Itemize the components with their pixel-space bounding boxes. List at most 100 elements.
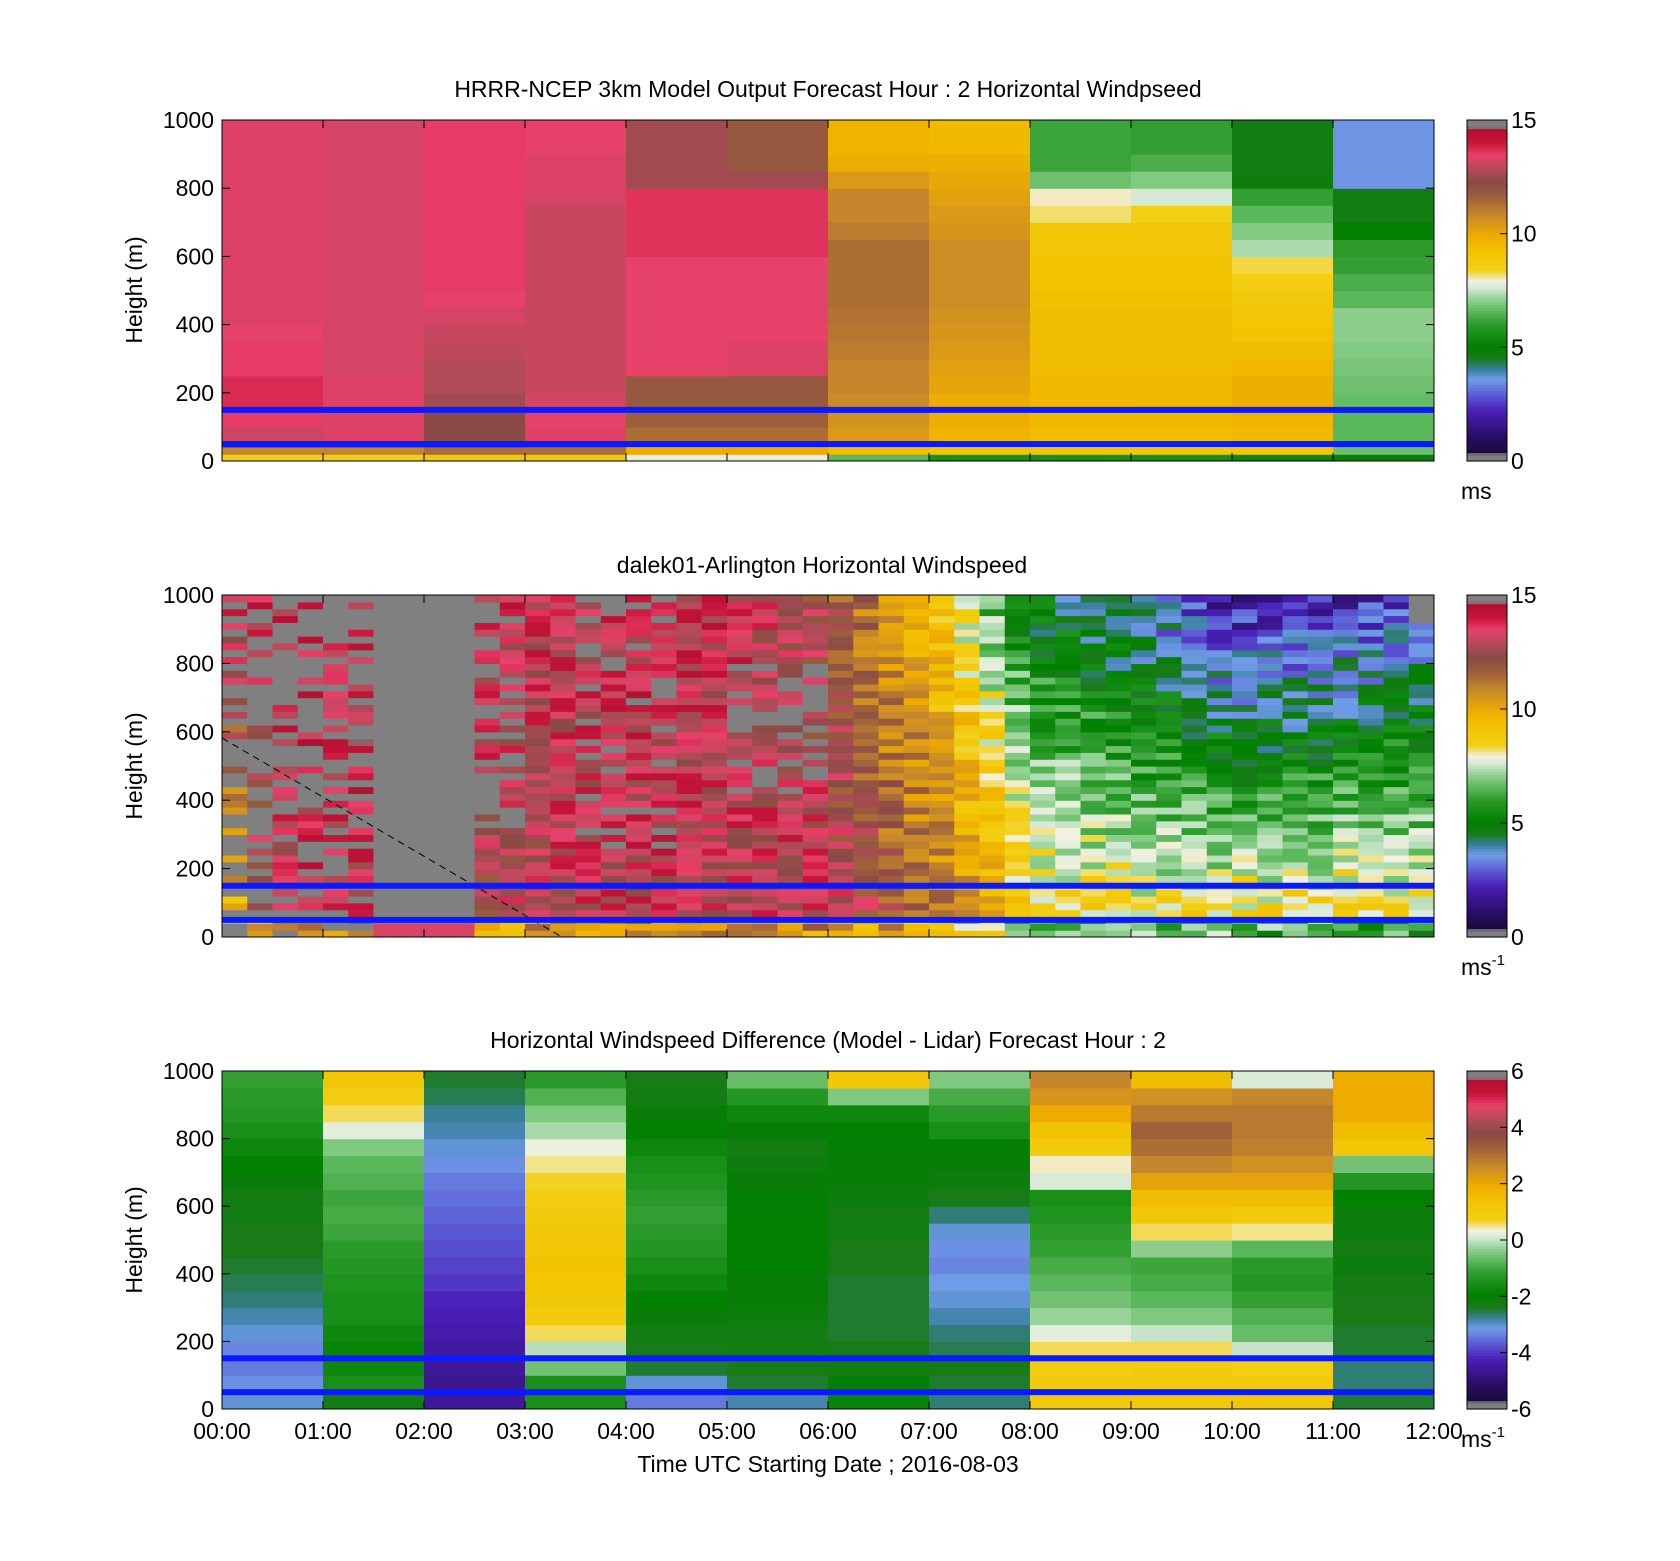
heatmap-cell [828,848,854,856]
heatmap-cell [1232,1324,1334,1342]
colorbar-segment [1467,774,1507,778]
heatmap-cell [626,1155,728,1173]
heatmap-cell [1206,656,1233,664]
heatmap-cell [1131,222,1233,240]
colorbar-segment [1467,1087,1507,1092]
heatmap-cell [525,807,551,815]
heatmap-cell [1282,820,1309,829]
heatmap-cell [222,909,248,918]
colorbar-segment [1467,296,1507,300]
colorbar-segment [1467,273,1507,277]
colorbar-segment [1467,797,1507,801]
heatmap-cell [777,704,804,712]
colorbar-segment [1467,731,1507,736]
heatmap-cell [525,889,551,897]
heatmap-cell [550,670,577,678]
heatmap-cell [247,670,274,678]
heatmap-cell [1156,615,1183,623]
colorbar-segment [1467,680,1507,684]
heatmap-cell [449,813,476,822]
heatmap-cell [1307,697,1334,706]
heatmap-cell [1131,841,1157,849]
heatmap-cell [828,745,854,753]
heatmap-cell [424,642,450,651]
heatmap-cell [727,375,829,394]
heatmap-cell [1383,601,1410,610]
heatmap-cell [828,239,930,257]
heatmap-cell [1257,683,1284,692]
heatmap-cell [651,629,678,637]
colorbar-segment [1467,242,1507,246]
colorbar-segment [1467,828,1507,833]
heatmap-cell [449,766,476,774]
heatmap-cell [424,834,450,842]
heatmap-cell [1181,690,1208,699]
heatmap-cell [777,601,804,610]
heatmap-cell [1181,718,1208,726]
heatmap-cell [979,868,1006,877]
heatmap-cell [626,1189,728,1207]
heatmap-cell [600,779,627,788]
heatmap-cell [1358,622,1385,630]
colorbar-segment [1467,637,1507,642]
heatmap-cell [398,738,425,747]
heatmap-cell [525,222,627,240]
heatmap-cell [575,786,602,794]
heatmap-cell [1080,841,1107,849]
heatmap-cell [323,827,349,835]
heatmap-cell [550,711,577,719]
heatmap-cell [373,807,400,815]
heatmap-cell [1004,608,1031,617]
heatmap-cell [878,923,905,931]
heatmap-cell [525,923,551,931]
heatmap-cell [1131,154,1233,172]
colorbar-segment [1467,754,1507,759]
heatmap-cell [1030,697,1056,706]
heatmap-cell [676,704,703,712]
heatmap-cell [727,663,753,671]
heatmap-cell [1333,1121,1434,1140]
colorbar-segment [1467,1158,1507,1162]
heatmap-cell [1383,677,1410,685]
colorbar-segment [1467,919,1507,924]
colorbar-segment [1467,671,1507,676]
heatmap-cell [474,909,501,918]
heatmap-cell [651,800,678,808]
heatmap-cell [878,718,905,726]
heatmap-cell [878,608,905,617]
heatmap-cell [550,622,577,630]
heatmap-cell [398,861,425,870]
heatmap-cell [626,800,652,808]
heatmap-cell [525,154,627,172]
colorbar-segment [1467,1180,1507,1185]
heatmap-cell [1181,923,1208,931]
heatmap-cell [297,800,324,808]
heatmap-cell [323,188,425,206]
heatmap-cell [525,290,627,309]
colorbar-segment [1467,686,1507,690]
heatmap-cell [929,690,955,699]
colorbar-frame [1466,119,1508,462]
heatmap-cell [1181,615,1208,623]
heatmap-cell [1131,1155,1233,1173]
heatmap-cell [449,663,476,671]
heatmap-cell [752,690,779,699]
heatmap-cell [222,1341,324,1359]
heatmap-cell [247,889,274,897]
heatmap-cell [1206,711,1233,719]
heatmap-cell [954,608,981,617]
heatmap-cell [600,923,627,931]
heatmap-cell [297,813,324,822]
heatmap-cell [1105,636,1132,644]
heatmap-cell [499,895,526,904]
heatmap-cell [979,766,1006,774]
colorbar-segment [1467,800,1507,804]
colorbar-segment [1467,281,1507,286]
heatmap-cell [626,324,728,343]
heatmap-cell [1156,752,1183,760]
heatmap-cell [1333,447,1434,455]
heatmap-cell [474,930,501,937]
heatmap-cell [954,902,981,911]
y-tick-label: 1000 [163,1058,214,1084]
heatmap-cell [1080,731,1107,740]
